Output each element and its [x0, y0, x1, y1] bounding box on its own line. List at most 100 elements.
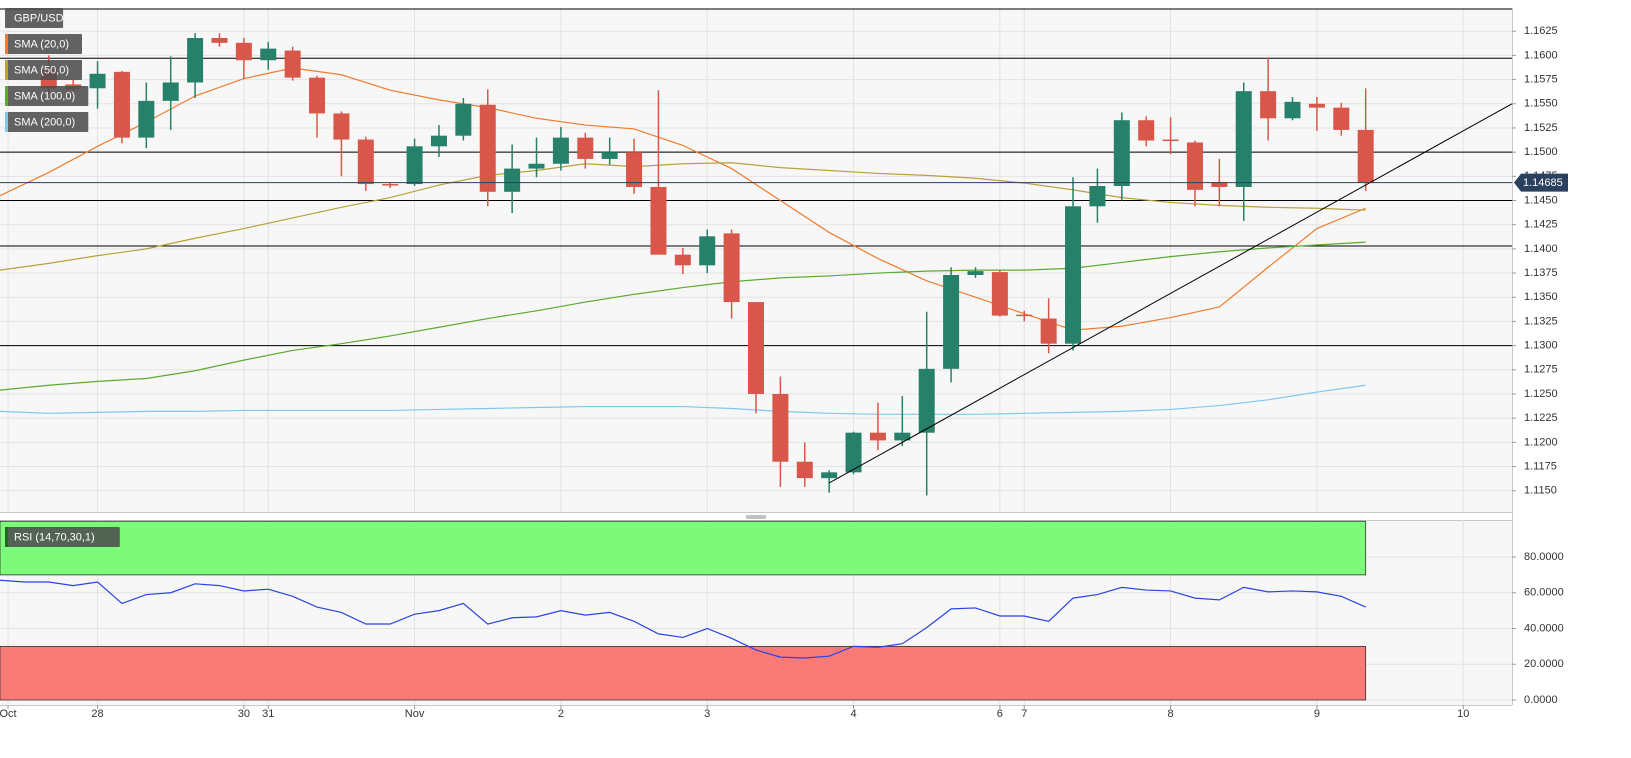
candle-body — [796, 461, 813, 479]
y-tick-label: 1.1350 — [1524, 291, 1558, 303]
candle-body — [991, 272, 1008, 316]
candle-body — [455, 103, 472, 136]
candle-body — [113, 71, 130, 138]
x-tick-label: 30 — [238, 708, 250, 720]
y-tick-label: 1.1525 — [1524, 122, 1558, 134]
candle-body — [1357, 129, 1374, 183]
y-tick-label: 60.0000 — [1524, 587, 1564, 599]
candle-body — [284, 50, 301, 78]
y-tick-label: 1.1250 — [1524, 388, 1558, 400]
y-tick-label: 1.1425 — [1524, 219, 1558, 231]
y-tick-label: 1.1575 — [1524, 73, 1558, 85]
legend-label: SMA (20,0) — [14, 38, 69, 50]
x-tick-label: 2 — [558, 708, 564, 720]
candle-body — [601, 152, 618, 159]
candle-body — [479, 104, 496, 192]
x-tick-label: 3 — [704, 708, 710, 720]
candle-body — [967, 271, 984, 275]
y-tick-label: 1.1550 — [1524, 98, 1558, 110]
x-tick-label: 10 — [1457, 708, 1469, 720]
candle-body — [309, 77, 326, 114]
candle-body — [577, 137, 594, 159]
legend-box — [5, 8, 64, 28]
x-tick-label: 8 — [1168, 708, 1174, 720]
y-tick-label: 1.1175 — [1524, 460, 1557, 472]
legend-swatch — [5, 86, 8, 106]
candle-body — [406, 146, 423, 185]
legend-box — [5, 527, 120, 547]
candle-body — [1284, 101, 1301, 119]
y-tick-label: 1.1325 — [1524, 315, 1558, 327]
indicator-line — [0, 384, 1366, 415]
last-price-label: 1.14685 — [1523, 177, 1563, 189]
legend-box — [5, 112, 89, 132]
x-tick-label: 6 — [997, 708, 1003, 720]
price-panel — [0, 8, 1512, 512]
candle-body — [699, 236, 716, 266]
candle-body — [821, 472, 838, 479]
candle-body — [1260, 91, 1277, 119]
candle-body — [333, 113, 350, 140]
candle-body — [626, 152, 643, 187]
y-tick-label: 1.1275 — [1524, 364, 1558, 376]
candle-body — [382, 184, 399, 186]
x-tick-label: 31 — [262, 708, 274, 720]
candle-body — [1186, 142, 1203, 190]
indicator-line — [0, 241, 1366, 391]
candle-body — [357, 139, 374, 185]
candle-body — [430, 135, 447, 147]
indicator-line — [0, 162, 1366, 271]
legend-label: SMA (100,0) — [14, 90, 75, 102]
candle-body — [943, 274, 960, 369]
legend-label: SMA (50,0) — [14, 64, 69, 76]
splitter-handle[interactable] — [746, 515, 766, 519]
candle-body — [723, 233, 740, 303]
y-tick-label: 1.1150 — [1524, 485, 1557, 497]
candle-body — [1016, 314, 1033, 317]
legend-label: RSI (14,70,30,1) — [14, 531, 95, 543]
last-price-tag — [1514, 173, 1568, 192]
candle-body — [528, 163, 545, 169]
x-tick-label: 7 — [1021, 708, 1027, 720]
candle-body — [650, 186, 667, 255]
y-tick-label: 1.1375 — [1524, 267, 1558, 279]
candle-body — [187, 37, 204, 83]
candle-body — [504, 168, 521, 192]
y-tick-label: 20.0000 — [1524, 658, 1564, 670]
y-tick-label: 1.1625 — [1524, 25, 1558, 37]
candle-body — [1089, 185, 1106, 207]
zone — [0, 520, 1367, 576]
y-tick-label: 1.1300 — [1524, 340, 1558, 352]
legend-label: GBP/USD — [14, 12, 64, 24]
candle-body — [1138, 120, 1155, 141]
y-tick-label: 1.1500 — [1524, 146, 1558, 158]
legend-box — [5, 86, 89, 106]
candle-body — [552, 137, 569, 164]
candle-body — [211, 37, 228, 43]
candle-body — [89, 73, 106, 89]
y-tick-label: 1.1600 — [1524, 49, 1558, 61]
zone — [0, 645, 1367, 701]
indicator-line — [0, 579, 1366, 659]
x-tick-label: 28 — [91, 708, 103, 720]
legend-label: SMA (200,0) — [14, 116, 75, 128]
y-tick-label: 80.0000 — [1524, 551, 1564, 563]
candle-body — [1162, 139, 1179, 142]
candle-body — [1211, 182, 1228, 187]
candle-body — [918, 368, 935, 433]
legend-box — [5, 34, 82, 54]
candle-body — [235, 42, 252, 61]
candle-body — [1235, 91, 1252, 187]
candle-body — [894, 432, 911, 441]
candle-body — [869, 432, 886, 441]
candle-body — [1308, 103, 1325, 108]
y-tick-label: 1.1450 — [1524, 194, 1558, 206]
legend-box — [5, 60, 82, 80]
candle-body — [1065, 206, 1082, 344]
x-tick-label: Oct — [0, 708, 17, 720]
candle-body — [772, 393, 789, 462]
candle-body — [748, 302, 764, 394]
trend-line — [828, 103, 1513, 484]
x-tick-label: 9 — [1314, 708, 1320, 720]
